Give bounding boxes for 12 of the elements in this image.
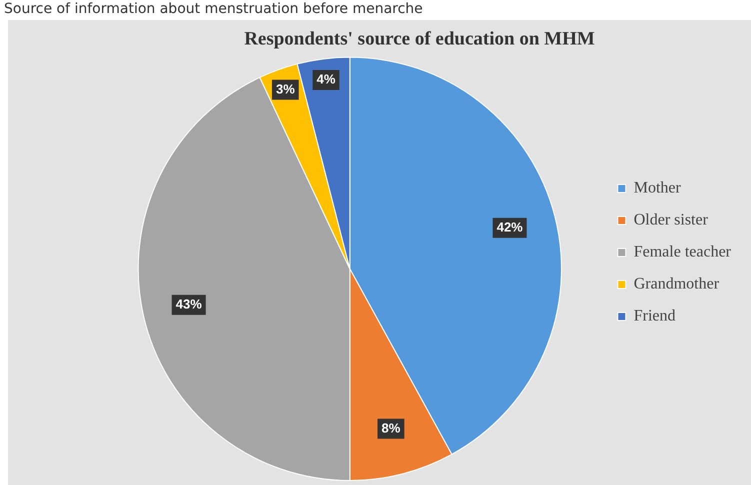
source-note: Source of information about menstruation before menarche — [3, 0, 424, 19]
data-label: 3% — [276, 81, 296, 96]
data-label: 42% — [496, 219, 524, 234]
legend-label: Grandmother — [634, 276, 720, 293]
legend-label: Mother — [634, 180, 682, 197]
data-label: 4% — [316, 72, 336, 87]
data-label: 43% — [176, 296, 202, 312]
legend-label: Older sister — [634, 212, 709, 229]
legend-label: Friend — [634, 308, 676, 325]
chart-title: Respondents' source of education on MHM — [244, 28, 595, 50]
legend-label: Female teacher — [634, 244, 732, 261]
data-label: 8% — [382, 420, 401, 436]
